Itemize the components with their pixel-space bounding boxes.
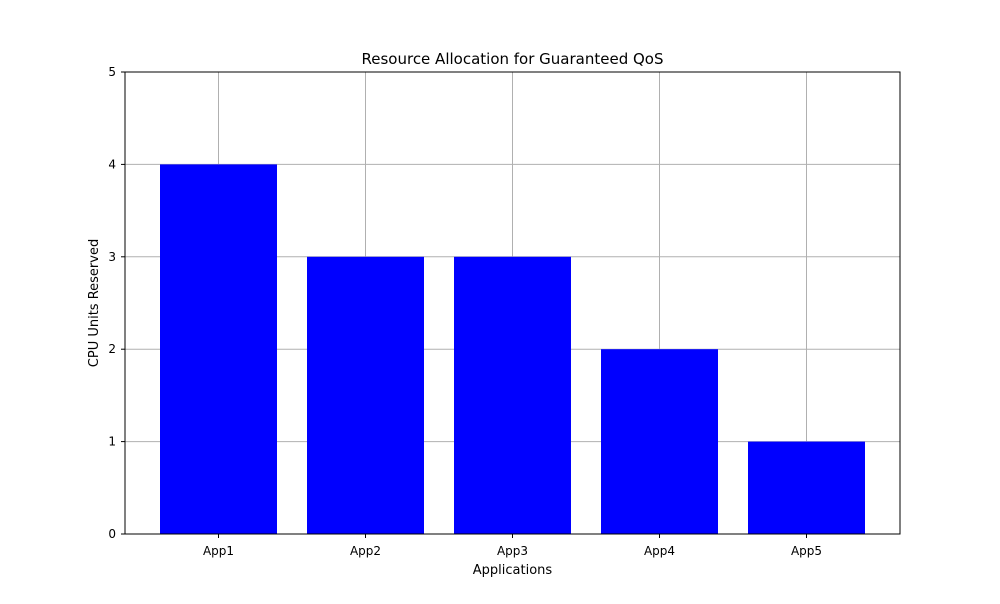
bar-app5 — [748, 441, 865, 534]
x-tick-label: App4 — [644, 544, 675, 558]
x-tick-label: App3 — [497, 544, 528, 558]
y-tick-label: 3 — [108, 250, 116, 264]
x-axis-label: Applications — [473, 563, 553, 578]
y-tick-label: 4 — [108, 157, 116, 171]
bar-app2 — [307, 256, 424, 534]
y-tick-label: 2 — [108, 342, 116, 356]
x-tick-label: App5 — [791, 544, 822, 558]
bar-app3 — [454, 256, 571, 534]
y-tick-label: 5 — [108, 65, 116, 79]
bars — [160, 164, 865, 534]
y-tick-label: 0 — [108, 527, 116, 541]
x-tick-label: App2 — [350, 544, 381, 558]
y-tick-label: 1 — [108, 435, 116, 449]
x-tick-label: App1 — [203, 544, 234, 558]
bar-app1 — [160, 164, 277, 534]
y-axis-label: CPU Units Reserved — [87, 239, 102, 367]
bar-app4 — [601, 349, 718, 534]
axis-ticks: 0 1 2 3 4 5 App1 App2 App3 App4 App5 — [108, 65, 822, 558]
chart-title: Resource Allocation for Guaranteed QoS — [362, 50, 664, 68]
